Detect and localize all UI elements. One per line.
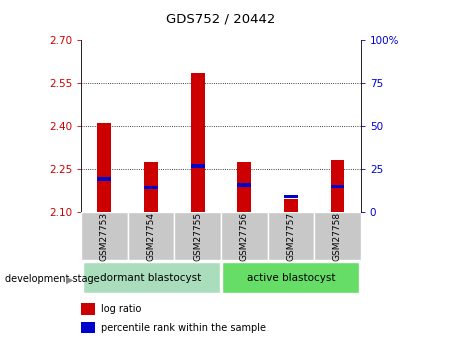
Text: ▶: ▶ bbox=[66, 275, 74, 284]
Bar bbox=[81, 304, 95, 315]
Text: log ratio: log ratio bbox=[101, 304, 141, 314]
Bar bbox=[237, 162, 251, 212]
Text: active blastocyst: active blastocyst bbox=[247, 273, 335, 283]
Bar bbox=[267, 212, 314, 260]
Bar bbox=[221, 212, 267, 260]
Bar bbox=[191, 165, 205, 168]
Bar bbox=[81, 322, 95, 334]
Bar bbox=[191, 73, 205, 212]
Bar bbox=[97, 177, 111, 181]
Bar bbox=[284, 195, 298, 198]
Bar bbox=[331, 185, 345, 188]
Text: GSM27754: GSM27754 bbox=[147, 212, 156, 261]
Text: percentile rank within the sample: percentile rank within the sample bbox=[101, 323, 266, 333]
Bar bbox=[144, 162, 158, 212]
Text: GSM27758: GSM27758 bbox=[333, 212, 342, 261]
Bar bbox=[237, 183, 251, 187]
Bar bbox=[128, 212, 175, 260]
Text: GSM27753: GSM27753 bbox=[100, 212, 109, 261]
Bar bbox=[81, 212, 128, 260]
Bar bbox=[175, 212, 221, 260]
Bar bbox=[83, 262, 220, 293]
Bar bbox=[284, 199, 298, 212]
Bar bbox=[97, 123, 111, 212]
Text: GSM27757: GSM27757 bbox=[286, 212, 295, 261]
Bar bbox=[144, 186, 158, 189]
Bar bbox=[314, 212, 361, 260]
Text: development stage: development stage bbox=[5, 275, 99, 284]
Text: GSM27755: GSM27755 bbox=[193, 212, 202, 261]
Text: GSM27756: GSM27756 bbox=[240, 212, 249, 261]
Text: dormant blastocyst: dormant blastocyst bbox=[101, 273, 202, 283]
Text: GDS752 / 20442: GDS752 / 20442 bbox=[166, 12, 276, 25]
Bar bbox=[331, 160, 345, 212]
Bar bbox=[222, 262, 359, 293]
